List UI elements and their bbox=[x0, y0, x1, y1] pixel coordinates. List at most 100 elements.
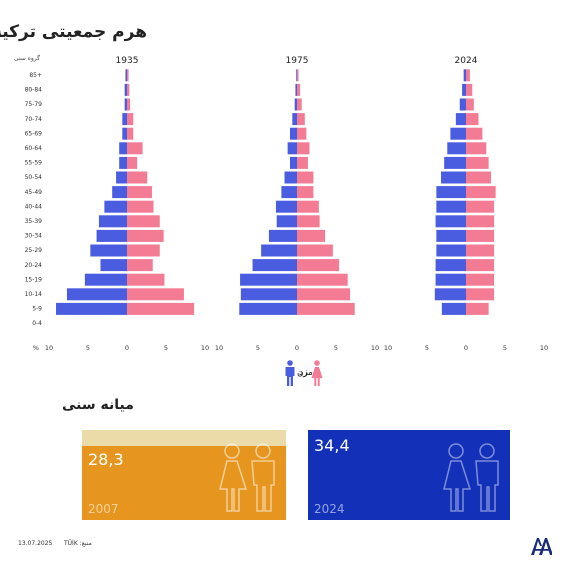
female-bar bbox=[297, 156, 308, 169]
female-bar bbox=[297, 259, 340, 272]
footer-date: 13.07.2025 bbox=[18, 540, 53, 547]
x-tick-label: 5 bbox=[425, 344, 429, 352]
female-bar bbox=[297, 302, 355, 315]
male-bar bbox=[435, 215, 466, 228]
female-bar bbox=[466, 113, 479, 126]
male-bar bbox=[239, 302, 297, 315]
female-bar bbox=[466, 171, 491, 184]
female-bar bbox=[297, 83, 301, 96]
median-age-value: 34,4 bbox=[314, 436, 350, 455]
female-bar bbox=[466, 200, 495, 213]
male-bar bbox=[294, 98, 297, 111]
female-bar bbox=[466, 156, 489, 169]
female-bar bbox=[127, 259, 153, 272]
male-bar bbox=[436, 200, 466, 213]
female-bar bbox=[297, 186, 314, 199]
female-bar bbox=[466, 186, 496, 199]
male-bar bbox=[289, 127, 297, 140]
male-bar bbox=[275, 200, 297, 213]
footer-source: منبع: TÜİK bbox=[64, 540, 92, 547]
male-bar bbox=[292, 113, 297, 126]
pyramid-year-title: 1975 bbox=[286, 56, 309, 66]
legend-female: زن bbox=[297, 360, 323, 386]
male-bar bbox=[435, 259, 466, 272]
age-group-label: 5-9 bbox=[32, 306, 42, 313]
male-bar bbox=[463, 69, 466, 82]
female-bar bbox=[466, 127, 483, 140]
age-group-label: 85+ bbox=[29, 72, 42, 79]
male-bar bbox=[122, 113, 127, 126]
female-bar bbox=[127, 171, 148, 184]
male-bar bbox=[116, 171, 127, 184]
age-group-label: 40-44 bbox=[25, 203, 43, 210]
legend-female-label: زن bbox=[297, 368, 308, 378]
female-bar bbox=[127, 244, 160, 257]
card-top-band bbox=[82, 430, 286, 446]
female-bar bbox=[297, 244, 333, 257]
age-group-label: 45-49 bbox=[25, 189, 43, 196]
female-bar bbox=[466, 83, 473, 96]
male-bar bbox=[295, 83, 297, 96]
female-figure-icon bbox=[311, 360, 323, 386]
male-bar bbox=[436, 229, 466, 242]
x-tick-label: 10 bbox=[215, 344, 223, 352]
male-bar bbox=[112, 186, 127, 199]
male-bar bbox=[84, 273, 127, 286]
female-bar bbox=[466, 98, 474, 111]
male-bar bbox=[268, 229, 297, 242]
male-bar bbox=[252, 259, 297, 272]
female-bar bbox=[466, 259, 495, 272]
male-bar bbox=[435, 273, 466, 286]
female-bar bbox=[466, 215, 495, 228]
age-group-label: 65-69 bbox=[25, 130, 43, 137]
female-bar bbox=[466, 142, 487, 155]
male-bar bbox=[284, 171, 297, 184]
female-bar bbox=[297, 200, 319, 213]
age-group-label: 25-29 bbox=[25, 247, 43, 254]
male-bar bbox=[240, 273, 297, 286]
x-tick-label: 10 bbox=[384, 344, 392, 352]
male-bar bbox=[436, 186, 466, 199]
age-group-label: 20-24 bbox=[25, 262, 43, 269]
male-bar bbox=[276, 215, 297, 228]
age-group-label: 55-59 bbox=[25, 160, 43, 167]
legend-male: مرد bbox=[284, 360, 313, 386]
female-bar bbox=[466, 69, 470, 82]
male-bar bbox=[119, 156, 127, 169]
male-bar bbox=[296, 69, 297, 82]
female-bar bbox=[466, 288, 495, 301]
female-bar bbox=[297, 98, 302, 111]
female-bar bbox=[127, 83, 130, 96]
male-bar bbox=[281, 186, 297, 199]
age-group-label: 0-4 bbox=[32, 320, 42, 327]
female-bar bbox=[297, 215, 320, 228]
x-tick-label: 5 bbox=[334, 344, 338, 352]
female-bar bbox=[466, 244, 495, 257]
male-bar bbox=[240, 288, 297, 301]
male-bar bbox=[98, 215, 127, 228]
male-figure-icon bbox=[285, 360, 295, 386]
female-bar bbox=[127, 98, 131, 111]
age-group-label: 70-74 bbox=[25, 116, 43, 123]
male-bar bbox=[56, 302, 127, 315]
female-bar bbox=[127, 127, 134, 140]
x-tick-label: 0 bbox=[464, 344, 468, 352]
male-bar bbox=[104, 200, 127, 213]
male-bar bbox=[261, 244, 297, 257]
female-bar bbox=[127, 69, 129, 82]
x-tick-label: 5 bbox=[164, 344, 168, 352]
male-bar bbox=[436, 244, 466, 257]
female-bar bbox=[127, 215, 160, 228]
female-bar bbox=[127, 273, 165, 286]
female-bar bbox=[466, 302, 489, 315]
pyramid-year-title: 1935 bbox=[116, 56, 139, 66]
median-age-card-2007: 28,3 2007 bbox=[82, 430, 286, 520]
population-pyramids-chart: 85+ 80-84 75-79 70-74 65-69 60-64 55-59 50-54 45… bbox=[25, 56, 549, 352]
median-age-card-2024: 34,4 2024 bbox=[308, 430, 510, 520]
x-tick-label: 5 bbox=[256, 344, 260, 352]
aa-logo-icon bbox=[531, 538, 552, 555]
male-bar bbox=[287, 142, 297, 155]
male-bar bbox=[434, 288, 466, 301]
male-bar bbox=[90, 244, 127, 257]
male-bar bbox=[100, 259, 127, 272]
